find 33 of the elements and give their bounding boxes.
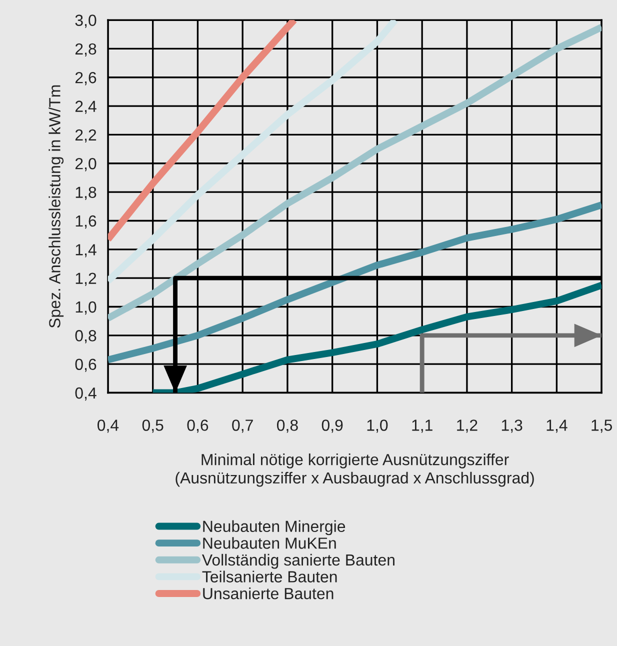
y-tick-label: 2,0 xyxy=(75,158,96,172)
y-tick-label: 0,8 xyxy=(75,330,96,344)
x-tick-label: 1,0 xyxy=(367,420,388,433)
y-tick-label: 3,0 xyxy=(75,14,96,28)
x-axis-title: Minimal nötige korrigierte Ausnützungsziffer (Ausnützungsziffer x Ausbaugrad x Anschlussgrad) xyxy=(176,453,534,487)
legend-label: Neubauten Minergie xyxy=(203,520,346,536)
legend-label: Neubauten MuKEn xyxy=(203,537,336,549)
x-tick-label: 0,9 xyxy=(322,420,343,433)
x-tick-label: 1,5 xyxy=(592,420,612,433)
y-tick-label: 1,8 xyxy=(76,186,96,200)
x-tick-label: 1,3 xyxy=(502,420,522,433)
x-tick-label: 0,4 xyxy=(98,420,119,433)
x-tick-label: 0,5 xyxy=(142,420,164,433)
y-tick-label: 2,8 xyxy=(75,43,96,57)
y-tick-label: 0,4 xyxy=(75,387,96,401)
y-tick-label: 2,6 xyxy=(75,72,96,86)
legend-label: Unsanierte Bauten xyxy=(203,588,334,600)
x-tick-label: 1,2 xyxy=(457,420,478,433)
x-tick-label: 0,8 xyxy=(276,420,298,433)
y-tick-label: 1,0 xyxy=(76,301,96,315)
y-tick-label: 1,4 xyxy=(76,244,96,258)
y-axis-title: Spez. Anschlussleistung in kW/Tm xyxy=(48,85,64,328)
y-tick-label: 2,2 xyxy=(75,129,96,143)
y-tick-label: 2,4 xyxy=(75,100,96,114)
y-tick-label: 1,2 xyxy=(76,272,96,286)
y-tick-label: 1,6 xyxy=(76,215,96,229)
x-tick-label: 1,4 xyxy=(546,420,568,433)
x-tick-label: 0,6 xyxy=(187,420,208,433)
y-tick-label: 0,6 xyxy=(75,358,96,372)
legend-label: Vollständig sanierte Bauten xyxy=(202,554,394,569)
x-tick-label: 0,7 xyxy=(232,420,253,433)
x-tick-label: 1,1 xyxy=(412,420,432,433)
legend-label: Teilsanierte Bauten xyxy=(202,570,337,582)
